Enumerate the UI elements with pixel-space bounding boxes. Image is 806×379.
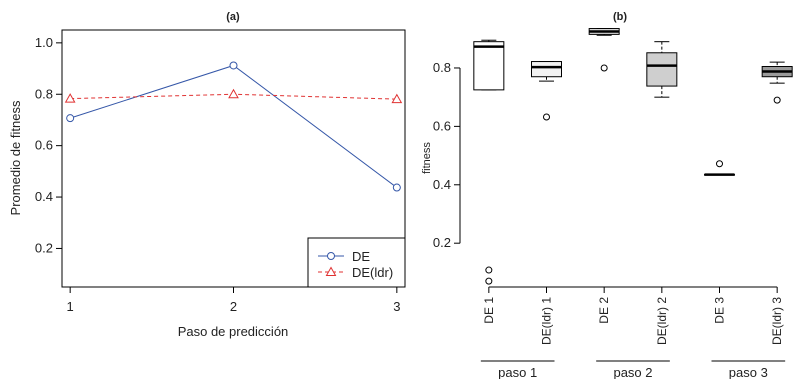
group-label: paso 1 bbox=[498, 365, 537, 379]
panel-a-line-chart: (a) 0.2 0.4 0.6 0.8 1.0 1 2 3 Paso de predicci… bbox=[8, 11, 406, 339]
data-point bbox=[64, 93, 76, 103]
x-tick-label: 3 bbox=[393, 299, 400, 314]
panel-a-x-axis-label: Paso de predicción bbox=[178, 324, 289, 339]
category-label: DE(ldr) 3 bbox=[770, 297, 784, 345]
outlier-point bbox=[543, 113, 550, 121]
category-label: DE 1 bbox=[482, 297, 496, 324]
y-tick-label: 0.8 bbox=[35, 86, 53, 101]
group-label: paso 2 bbox=[613, 365, 652, 379]
y-tick-label: 0.6 bbox=[35, 138, 53, 153]
data-point bbox=[229, 61, 238, 70]
panel-b-title: (b) bbox=[613, 11, 627, 23]
group-label: paso 3 bbox=[729, 365, 768, 379]
category-label: DE 2 bbox=[597, 297, 611, 324]
x-tick-label: 2 bbox=[230, 299, 237, 314]
box-4 bbox=[704, 160, 735, 176]
box-0 bbox=[473, 39, 505, 285]
y-tick-label: 0.2 bbox=[35, 240, 53, 255]
outlier-point bbox=[485, 277, 493, 285]
legend-box bbox=[307, 237, 406, 288]
panel-b-y-axis-label: fitness bbox=[421, 142, 433, 174]
y-tick-label: 0.6 bbox=[433, 118, 451, 133]
box-body bbox=[531, 61, 562, 78]
category-label: DE(ldr) 2 bbox=[655, 297, 669, 345]
legend-de-marker bbox=[327, 252, 335, 260]
y-tick-label: 0.8 bbox=[433, 60, 451, 75]
panel-a-legend: DE DE(ldr) bbox=[307, 237, 406, 288]
panel-a-title: (a) bbox=[226, 11, 240, 23]
x-tick-label: 1 bbox=[67, 299, 74, 314]
panel-b-boxes bbox=[473, 28, 793, 285]
outlier-point bbox=[716, 160, 723, 168]
panel-a-series bbox=[64, 61, 403, 192]
panel-b-group-labels: paso 1 paso 2 paso 3 bbox=[480, 360, 786, 379]
y-tick-label: 0.4 bbox=[35, 189, 53, 204]
box-body bbox=[473, 41, 505, 91]
legend-deldr-marker bbox=[325, 266, 337, 276]
box-1 bbox=[531, 61, 562, 121]
data-point bbox=[391, 93, 403, 104]
panel-b-boxplot: (b) fitness 0.20.40.60.8 DE 1 DE(ldr) 1 DE… bbox=[421, 11, 793, 379]
panel-b-y-axis: 0.2 0.4 0.6 0.8 bbox=[433, 60, 461, 250]
panel-a-x-axis: 1 2 3 bbox=[67, 287, 400, 314]
legend-de-label: DE bbox=[352, 249, 370, 264]
panel-a-y-axis-label: Promedio de fitness bbox=[8, 100, 23, 215]
y-tick-label: 1.0 bbox=[35, 35, 53, 50]
outlier-point bbox=[600, 64, 608, 72]
outlier-point bbox=[485, 266, 493, 274]
legend-deldr-label: DE(ldr) bbox=[352, 265, 393, 280]
data-point bbox=[66, 114, 75, 123]
outlier-point bbox=[773, 96, 781, 104]
y-tick-label: 0.2 bbox=[433, 235, 451, 250]
category-label: DE(ldr) 1 bbox=[540, 297, 554, 345]
category-label: DE 3 bbox=[713, 297, 727, 324]
data-point bbox=[228, 88, 239, 99]
y-tick-label: 0.4 bbox=[433, 177, 451, 192]
panel-a-y-axis: 0.2 0.4 0.6 0.8 1.0 bbox=[35, 35, 62, 255]
series-line-0 bbox=[70, 64, 398, 188]
box-2 bbox=[588, 28, 620, 72]
box-3 bbox=[646, 41, 678, 98]
box-5 bbox=[761, 61, 793, 104]
data-point bbox=[392, 183, 401, 192]
box-body bbox=[646, 52, 678, 87]
panel-b-x-axis: DE 1 DE(ldr) 1 DE 2 DE(ldr) 2 DE 3 DE(ldr) 3 bbox=[482, 286, 784, 345]
